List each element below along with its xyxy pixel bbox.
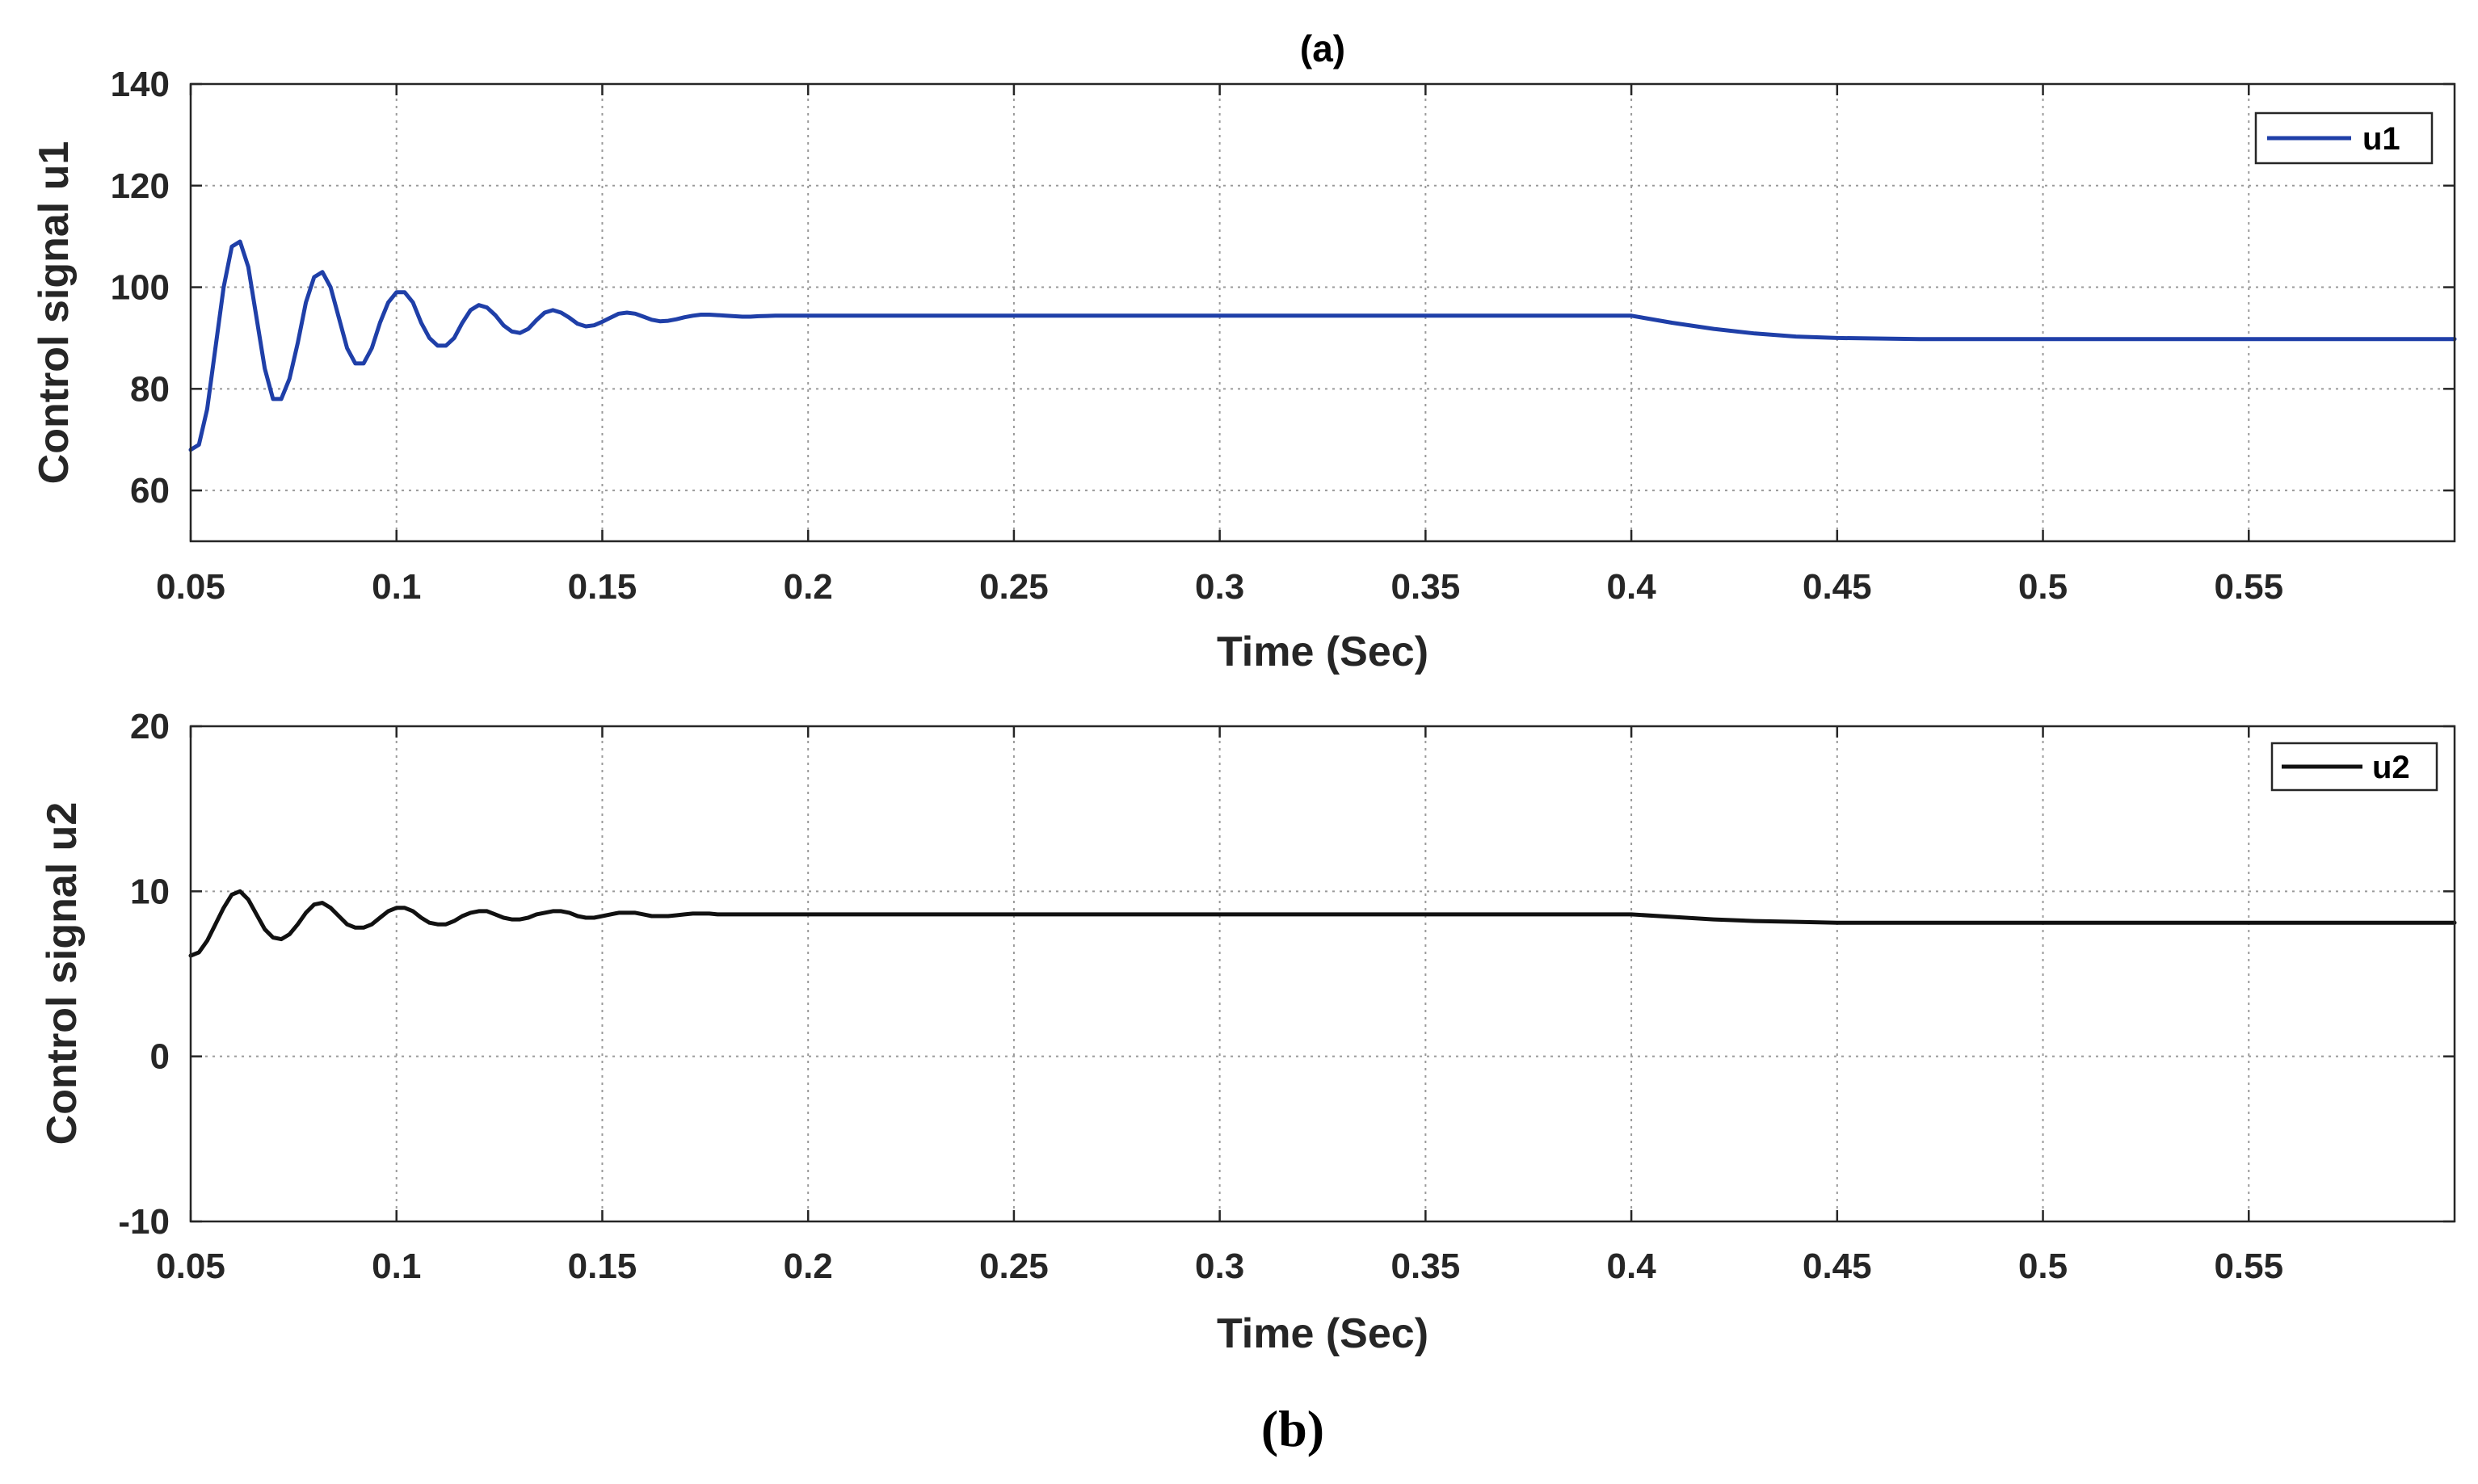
x-tick-label-b: 0.1: [372, 1246, 421, 1286]
plot-area-b: [191, 726, 2455, 1221]
series-line-u1: [188, 239, 2457, 452]
x-tick-label-a: 0.1: [372, 567, 421, 607]
axes-frame-a: [189, 82, 2456, 543]
series-layer-b: [188, 889, 2457, 958]
x-tick-label-a: 0.5: [2018, 567, 2068, 607]
x-tick-label-b: 0.05: [156, 1246, 225, 1286]
x-tick-label-b: 0.15: [568, 1246, 637, 1286]
y-tick-label-b: 20: [130, 707, 170, 746]
x-tick-label-b: 0.35: [1391, 1246, 1461, 1286]
x-tick-label-b: 0.25: [979, 1246, 1049, 1286]
ticks-b: 0.05 0.1 0.15 0.2 0.25 0.3 0.35 0.4 0.45 0.5 0.55 -…: [118, 707, 2455, 1286]
x-tick-label-a: 0.3: [1195, 567, 1244, 607]
y-tick-label-a: 80: [130, 369, 170, 409]
legend-label-u2: u2: [2372, 750, 2410, 785]
x-axis-label-b: Time (Sec): [1217, 1310, 1428, 1357]
ticks-a: 0.05 0.1 0.15 0.2 0.25 0.3 0.35 0.4 0.45 0.5 0.55 6…: [111, 65, 2455, 607]
plot-area-a: [191, 84, 2455, 541]
y-tick-label-b: -10: [118, 1202, 170, 1242]
axes-frame-b: [189, 725, 2456, 1223]
y-tick-label-b: 10: [130, 872, 170, 911]
legend-a: u1: [2254, 111, 2434, 165]
x-tick-label-b: 0.5: [2018, 1246, 2068, 1286]
x-tick-label-a: 0.25: [979, 567, 1049, 607]
x-tick-label-a: 0.15: [568, 567, 637, 607]
y-tick-label-a: 120: [111, 166, 170, 206]
x-tick-label-a: 0.35: [1391, 567, 1461, 607]
legend-b: u2: [2270, 742, 2438, 792]
figure-caption: (b): [1261, 1400, 1324, 1457]
series-line-u2: [188, 889, 2457, 958]
panel-b: 0.05 0.1 0.15 0.2 0.25 0.3 0.35 0.4 0.45 0.5 0.55 -…: [39, 707, 2457, 1357]
panel-a: 0.05 0.1 0.15 0.2 0.25 0.3 0.35 0.4 0.45 0.5 0.55 6…: [31, 27, 2457, 675]
x-tick-label-b: 0.55: [2214, 1246, 2283, 1286]
x-tick-label-b: 0.45: [1803, 1246, 1872, 1286]
x-tick-label-b: 0.2: [784, 1246, 833, 1286]
y-tick-label-a: 100: [111, 268, 170, 308]
panel-title-a: (a): [1300, 27, 1345, 69]
legend-label-u1: u1: [2362, 121, 2400, 157]
series-layer-a: [188, 239, 2457, 452]
y-axis-label-a: Control signal u1: [31, 141, 78, 485]
y-axis-label-b: Control signal u2: [39, 802, 86, 1146]
y-tick-label-a: 140: [111, 65, 170, 104]
x-tick-label-b: 0.4: [1607, 1246, 1657, 1286]
x-tick-label-a: 0.55: [2214, 567, 2283, 607]
grid-b: [191, 726, 2455, 1221]
x-tick-label-a: 0.2: [784, 567, 833, 607]
y-tick-label-b: 0: [150, 1037, 170, 1077]
x-tick-label-a: 0.45: [1803, 567, 1872, 607]
y-tick-label-a: 60: [130, 471, 170, 511]
x-tick-label-a: 0.4: [1607, 567, 1657, 607]
x-axis-label-a: Time (Sec): [1217, 628, 1428, 675]
x-tick-label-a: 0.05: [156, 567, 225, 607]
x-tick-label-b: 0.3: [1195, 1246, 1244, 1286]
